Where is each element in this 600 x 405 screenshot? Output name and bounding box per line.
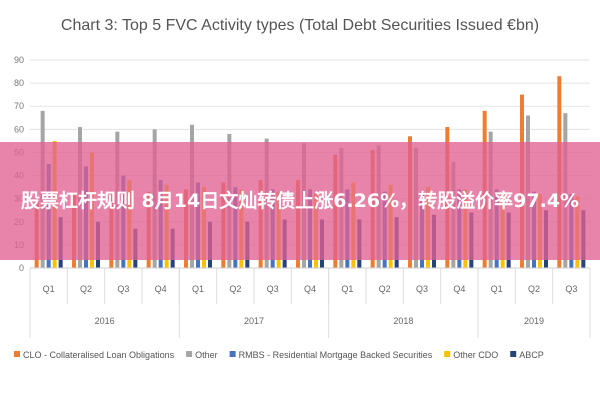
legend-label: Other <box>195 350 218 360</box>
x-tick-label: Q4 <box>453 284 465 294</box>
legend-swatch <box>186 351 193 357</box>
y-tick-label: 70 <box>14 101 24 111</box>
year-label: 2019 <box>524 316 544 326</box>
x-tick-label: Q3 <box>416 284 428 294</box>
y-tick-label: 0 <box>19 263 24 273</box>
year-label: 2018 <box>393 316 413 326</box>
y-tick-label: 90 <box>14 55 24 65</box>
x-tick-label: Q4 <box>304 284 316 294</box>
legend-swatch <box>444 351 451 357</box>
x-axis: Q1 Q2 Q3 Q4 Q1 Q2 Q3 Q4 Q1 Q2 Q3 Q4 Q1 Q2 Q3 2016 2017 20… <box>29 267 591 338</box>
legend-swatch <box>510 351 517 357</box>
x-tick-label: Q3 <box>565 284 577 294</box>
y-tick-label: 80 <box>14 78 24 88</box>
legend-label: ABCP <box>519 350 544 360</box>
legend-label: Other CDO <box>453 350 498 360</box>
x-tick-label: Q4 <box>155 284 167 294</box>
legend: CLO - Collateralised Loan Obligations Oth… <box>14 350 544 360</box>
x-tick-label: Q1 <box>341 284 353 294</box>
x-tick-label: Q2 <box>528 284 540 294</box>
x-tick-label: Q3 <box>267 284 279 294</box>
x-tick-label: Q2 <box>80 284 92 294</box>
y-tick-label: 60 <box>14 124 24 134</box>
x-tick-label: Q1 <box>192 284 204 294</box>
x-tick-label: Q1 <box>43 284 55 294</box>
banner-text: 股票杠杆规则 8月14日文灿转债上涨6.26%，转股溢价率97.4% <box>20 190 580 212</box>
chart-title: Chart 3: Top 5 FVC Activity types (Total… <box>61 17 539 34</box>
year-label: 2016 <box>95 316 115 326</box>
x-tick-label: Q3 <box>117 284 129 294</box>
legend-label: CLO - Collateralised Loan Obligations <box>23 350 175 360</box>
legend-swatch <box>229 351 236 357</box>
legend-label: RMBS - Residential Mortgage Backed Secur… <box>239 350 433 360</box>
x-tick-label: Q1 <box>491 284 503 294</box>
overlay-banner[interactable]: 股票杠杆规则 8月14日文灿转债上涨6.26%，转股溢价率97.4% <box>0 142 600 260</box>
x-tick-label: Q2 <box>379 284 391 294</box>
x-tick-label: Q2 <box>229 284 241 294</box>
legend-swatch <box>14 351 20 357</box>
year-label: 2017 <box>244 316 264 326</box>
